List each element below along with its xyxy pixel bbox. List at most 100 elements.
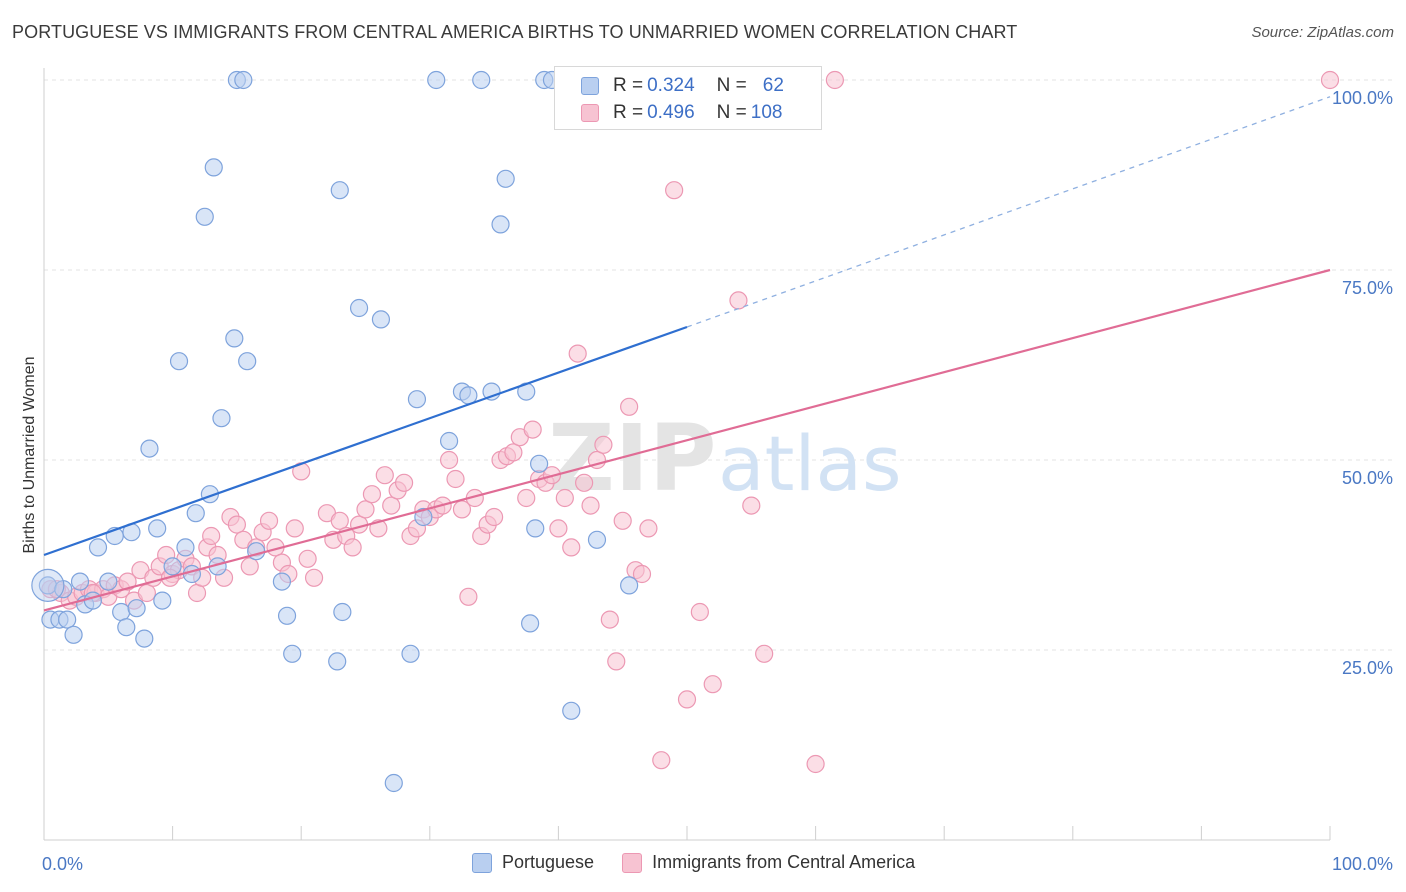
point-portuguese [238,352,257,371]
legend-label-immigrants: Immigrants from Central America [652,852,916,872]
point-immigrants [285,519,304,538]
point-immigrants [652,751,671,770]
legend-r-value: 0.496 [647,102,695,123]
x-tick-label: 0.0% [42,854,83,874]
trend-lines [43,96,1331,612]
point-immigrants [343,538,362,557]
point-portuguese [521,614,540,633]
point-immigrants [362,485,382,504]
point-portuguese [562,701,581,720]
point-portuguese [212,409,231,428]
point-immigrants [382,496,401,515]
point-immigrants [485,507,504,527]
point-portuguese [472,70,491,90]
legend-label-portuguese: Portuguese [502,852,595,872]
point-portuguese [64,625,83,644]
point-immigrants [394,473,414,492]
y-tick-label: 25.0% [1342,658,1393,678]
point-immigrants [227,515,246,534]
point-portuguese [328,652,347,671]
y-tick-label: 50.0% [1342,468,1393,488]
point-immigrants [568,344,587,363]
point-immigrants [259,511,279,530]
point-portuguese [277,606,297,625]
y-tick-label: 75.0% [1342,278,1393,298]
point-immigrants [620,397,639,416]
point-portuguese [112,602,131,622]
point-immigrants [187,583,207,603]
point-portuguese [234,70,253,90]
point-immigrants [446,469,465,489]
legend-r-label: R = [613,75,644,96]
point-immigrants [118,572,137,591]
point-portuguese [70,572,90,591]
legend-n-value: 62 [762,75,784,96]
point-portuguese [401,644,420,663]
correlation-legend: R = 0.324 N = 62 R = 0.496 N = 108 [554,66,822,130]
legend-row-portuguese: R = 0.324 N = 62 [581,73,784,99]
point-portuguese [163,557,182,576]
series-legend: Portuguese Immigrants from Central Ameri… [472,852,943,873]
point-portuguese [176,538,195,557]
point-immigrants [825,70,844,90]
axes-layer [43,68,1331,841]
point-immigrants [304,568,324,587]
legend-swatch-blue [581,77,599,95]
point-immigrants [581,496,600,515]
trend-line-portuguese [43,325,688,557]
point-portuguese [333,602,352,622]
trend-line-immigrants [43,268,1331,612]
point-portuguese [272,572,292,591]
point-portuguese [439,431,459,451]
point-portuguese [83,591,102,610]
point-portuguese [225,329,244,348]
point-portuguese [526,519,545,538]
legend-swatch-blue [472,852,492,873]
legend-n-label: N = [716,102,747,123]
point-immigrants [600,610,619,629]
point-immigrants [137,583,156,603]
point-portuguese [530,454,549,473]
point-immigrants [549,519,568,538]
point-portuguese [283,644,302,663]
point-immigrants [555,488,574,508]
point-immigrants [240,557,259,576]
legend-r-value: 0.324 [647,75,695,96]
point-immigrants [439,450,459,470]
point-portuguese [384,773,403,793]
watermark-zip: ZIP [548,405,716,512]
point-immigrants [575,473,594,492]
trend-line-portuguese-extension [686,96,1331,328]
y-axis-label: Births to Unmarried Women [21,356,38,553]
point-portuguese [427,70,446,90]
point-portuguese [169,352,189,371]
point-portuguese [587,530,607,549]
point-portuguese [407,390,427,409]
point-immigrants [742,496,761,515]
point-immigrants [459,587,478,606]
point-immigrants [504,443,523,462]
point-portuguese [186,504,205,523]
point-portuguese [620,576,639,595]
legend-swatch-pink [581,104,599,122]
point-portuguese [148,519,167,538]
point-portuguese [371,310,391,329]
point-immigrants [517,488,536,508]
point-immigrants [607,652,626,671]
point-portuguese [135,629,154,648]
point-immigrants [523,420,542,439]
watermark: ZIP atlas [548,405,902,512]
legend-swatch-pink [622,852,643,873]
point-portuguese [204,158,223,177]
point-portuguese [153,591,172,610]
legend-n-value: 108 [750,102,783,123]
point-portuguese [195,207,214,226]
point-immigrants [755,644,774,663]
axis-labels: 25.0% 50.0% 75.0% 100.0% 0.0% 100.0% [42,88,1393,874]
point-immigrants [594,435,613,454]
points-portuguese [31,70,639,793]
watermark-atlas: atlas [718,419,902,508]
point-portuguese [349,298,369,318]
x-tick-label: 100.0% [1332,854,1393,874]
point-portuguese [117,618,136,637]
